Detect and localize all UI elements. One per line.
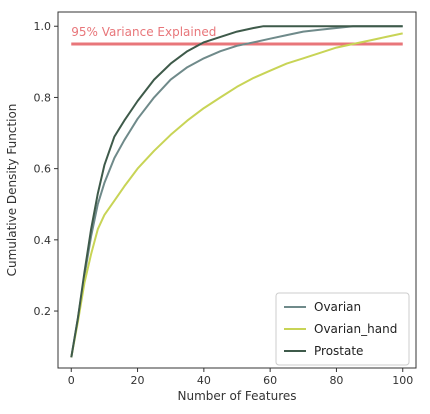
x-tick-label: 100 (392, 374, 413, 387)
x-tick-label: 20 (131, 374, 145, 387)
y-tick-label: 0.8 (34, 91, 52, 104)
x-tick-label: 40 (197, 374, 211, 387)
ticks-layer: 0 20 40 60 80 100 0.2 0.4 0.6 0.8 1.0 (34, 20, 414, 387)
legend: Ovarian Ovarian_hand Prostate (275, 292, 410, 366)
x-axis-label: Number of Features (178, 389, 297, 403)
legend-label: Prostate (314, 344, 363, 358)
series-line-prostate (70, 25, 403, 358)
series-line-ovarian-hand (70, 32, 403, 358)
y-tick-label: 0.4 (34, 234, 52, 247)
y-tick-label: 0.2 (34, 305, 52, 318)
x-tick-label: 80 (329, 374, 343, 387)
plot-layer (70, 25, 403, 358)
y-axis-label: Cumulative Density Function (5, 104, 19, 277)
y-tick-label: 0.6 (34, 163, 52, 176)
series-line-ovarian (70, 25, 403, 358)
legend-box (275, 292, 410, 366)
y-tick-label: 1.0 (34, 20, 52, 33)
plot-frame (57, 11, 417, 369)
threshold-label: 95% Variance Explained (71, 25, 216, 39)
x-tick-label: 60 (263, 374, 277, 387)
x-tick-label: 0 (68, 374, 75, 387)
legend-label: Ovarian_hand (314, 322, 397, 336)
legend-label: Ovarian (314, 300, 361, 314)
